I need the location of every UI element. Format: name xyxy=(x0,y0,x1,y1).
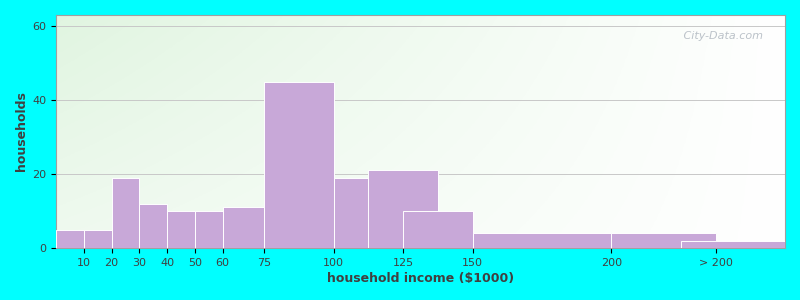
Bar xyxy=(403,211,473,248)
Text: City-Data.com: City-Data.com xyxy=(680,31,763,41)
Bar xyxy=(111,178,139,248)
Bar xyxy=(473,233,611,248)
Bar xyxy=(264,82,334,248)
Bar xyxy=(681,241,785,248)
Bar xyxy=(611,233,715,248)
Bar xyxy=(222,207,264,248)
Y-axis label: households: households xyxy=(15,92,28,172)
Bar xyxy=(369,170,438,248)
Bar xyxy=(56,230,84,248)
Bar xyxy=(167,211,195,248)
Text: All residents: All residents xyxy=(351,0,449,3)
X-axis label: household income ($1000): household income ($1000) xyxy=(327,272,514,285)
Bar xyxy=(334,178,403,248)
Bar xyxy=(195,211,222,248)
Bar xyxy=(139,204,167,248)
Bar xyxy=(84,230,111,248)
